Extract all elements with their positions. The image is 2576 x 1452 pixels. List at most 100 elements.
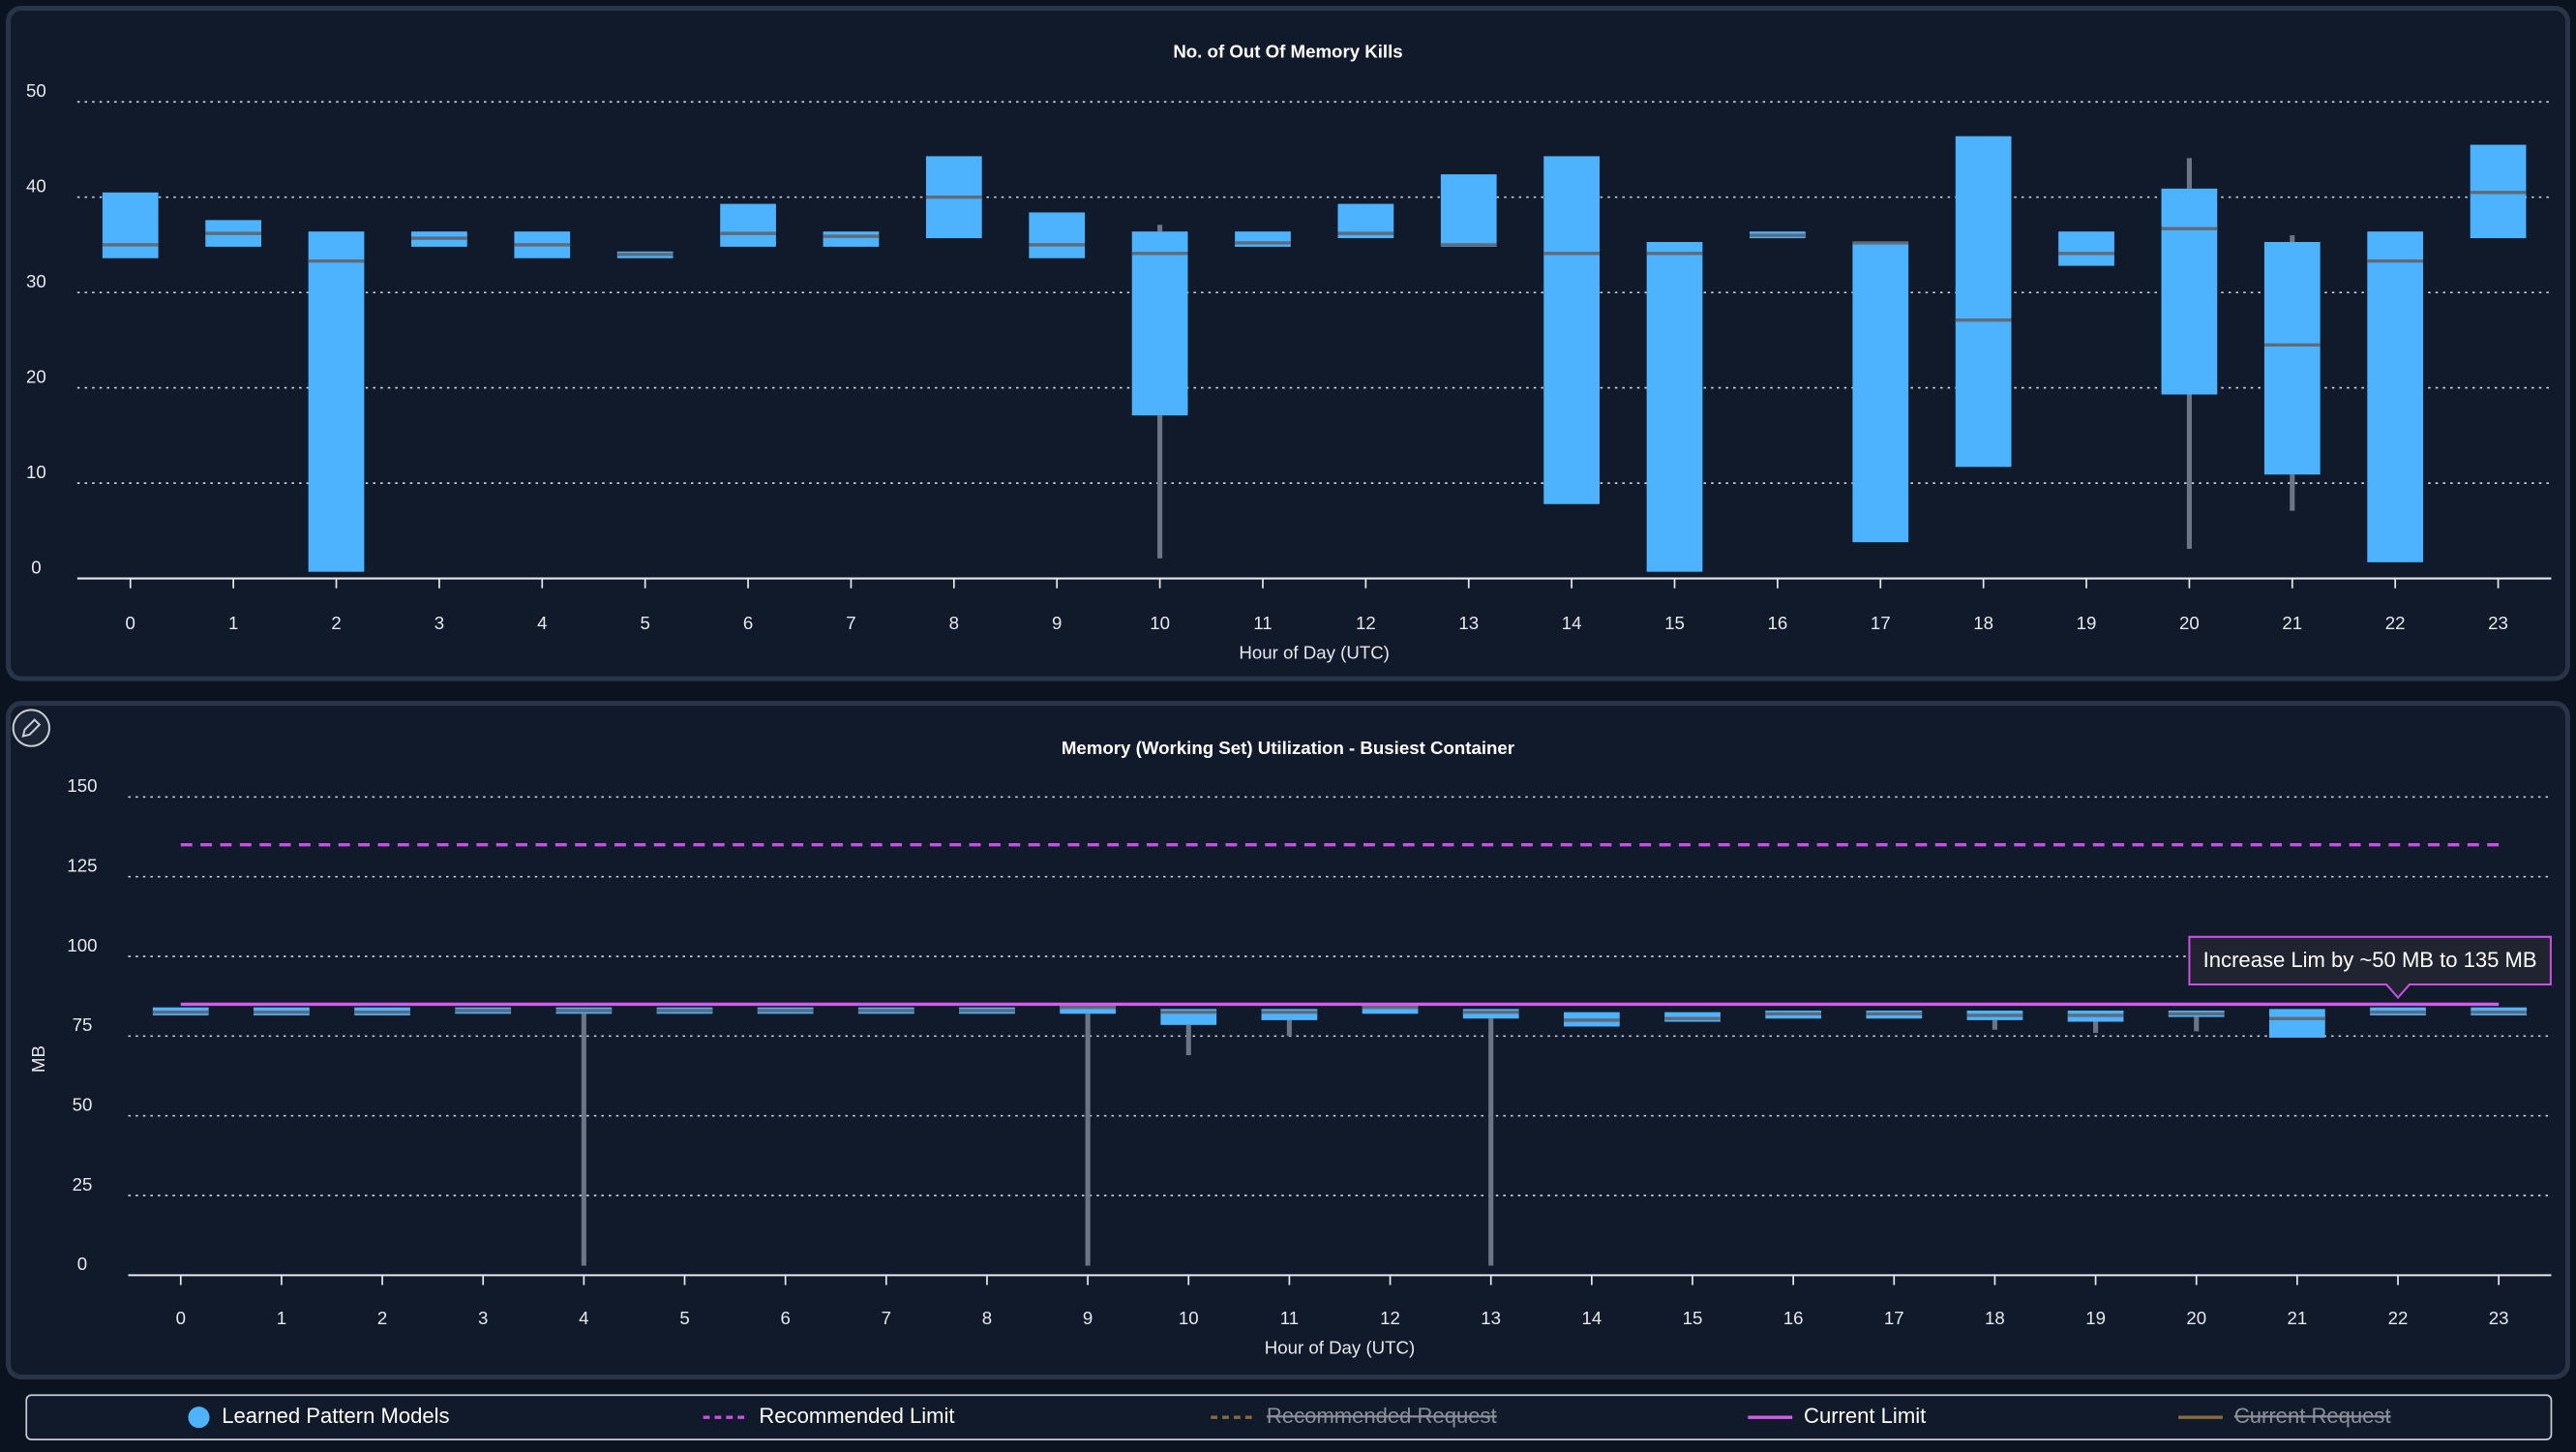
- box: [2067, 1010, 2124, 1034]
- box: [2269, 1009, 2325, 1038]
- box: [1955, 136, 2012, 468]
- box: [1337, 203, 1394, 239]
- x-tick-label: 16: [1783, 1308, 1804, 1328]
- x-tick-label: 6: [780, 1308, 790, 1328]
- box-body: [2058, 231, 2114, 266]
- box-body: [308, 231, 365, 572]
- y-tick-label: 40: [26, 175, 46, 196]
- y-axis-title: MB: [28, 1045, 48, 1073]
- x-tick-label: 11: [1280, 1308, 1299, 1328]
- box: [1261, 1009, 1318, 1037]
- tooltip-box: [2188, 935, 2552, 1000]
- legend-label: Current Limit: [1804, 1404, 1926, 1428]
- x-tick-label: 10: [1150, 613, 1170, 633]
- box: [1131, 225, 1188, 559]
- legend-item[interactable]: Learned Pattern Models: [188, 1404, 450, 1429]
- box: [254, 1007, 310, 1015]
- box: [1235, 231, 1291, 247]
- box: [205, 220, 261, 247]
- box: [1440, 174, 1497, 247]
- legend-label: Recommended Request: [1267, 1404, 1497, 1428]
- box-body: [1131, 231, 1188, 416]
- box: [857, 1007, 914, 1014]
- x-tick-label: 3: [478, 1308, 488, 1328]
- chart-title: Memory (Working Set) Utilization - Busie…: [1062, 738, 1514, 758]
- legend-label: Learned Pattern Models: [222, 1404, 449, 1428]
- y-tick-label: 10: [26, 462, 46, 482]
- x-tick-label: 15: [1664, 613, 1685, 633]
- edit-button[interactable]: [12, 709, 51, 747]
- box: [1160, 1009, 1217, 1056]
- tooltip-text: Increase Lim by ~50 MB to 135 MB: [2203, 948, 2537, 972]
- legend-item[interactable]: Current Limit: [1748, 1404, 1926, 1428]
- x-tick-label: 5: [640, 613, 649, 633]
- box: [2058, 231, 2114, 266]
- x-tick-label: 15: [1683, 1308, 1703, 1328]
- box: [2168, 1010, 2225, 1032]
- box-body: [102, 192, 159, 258]
- x-axis-title: Hour of Day (UTC): [1239, 643, 1390, 663]
- x-tick-label: 4: [537, 613, 547, 633]
- x-tick-label: 14: [1562, 613, 1582, 633]
- box-body: [1646, 241, 1703, 572]
- legend-item[interactable]: Recommended Limit: [703, 1404, 955, 1428]
- box: [1563, 1012, 1620, 1027]
- box: [1866, 1010, 1923, 1019]
- x-tick-label: 2: [377, 1308, 387, 1328]
- tooltip: Increase Lim by ~50 MB to 135 MB: [2188, 935, 2552, 1000]
- x-tick-label: 17: [1884, 1308, 1904, 1328]
- box: [152, 1007, 209, 1015]
- x-tick-label: 8: [982, 1308, 992, 1328]
- box-body: [823, 231, 880, 247]
- y-tick-label: 0: [77, 1254, 87, 1274]
- x-tick-label: 13: [1481, 1308, 1501, 1328]
- x-tick-label: 18: [1985, 1308, 2005, 1328]
- y-tick-label: 50: [26, 80, 46, 101]
- box: [2470, 144, 2527, 239]
- x-tick-label: 20: [2186, 1308, 2206, 1328]
- y-tick-label: 75: [73, 1014, 93, 1035]
- x-tick-label: 0: [176, 1308, 186, 1328]
- edit-icon[interactable]: [12, 709, 51, 747]
- x-tick-label: 12: [1356, 613, 1376, 633]
- y-tick-label: 20: [26, 366, 46, 386]
- legend-item[interactable]: Recommended Request: [1211, 1404, 1497, 1428]
- box-body: [1261, 1009, 1318, 1020]
- box: [757, 1007, 814, 1014]
- x-tick-label: 1: [277, 1308, 286, 1328]
- box-body: [2269, 1009, 2325, 1038]
- x-tick-label: 13: [1458, 613, 1479, 633]
- box-body: [1852, 241, 1909, 543]
- x-tick-label: 12: [1380, 1308, 1400, 1328]
- x-tick-label: 2: [331, 613, 341, 633]
- box: [2161, 158, 2218, 550]
- box: [925, 156, 982, 239]
- box: [308, 231, 365, 572]
- box: [354, 1007, 410, 1015]
- x-tick-label: 1: [228, 613, 238, 633]
- box: [616, 251, 674, 258]
- x-tick-label: 18: [1973, 613, 1993, 633]
- box: [1543, 156, 1600, 504]
- x-tick-label: 3: [434, 613, 444, 633]
- x-tick-label: 14: [1581, 1308, 1602, 1328]
- y-tick-label: 25: [73, 1174, 93, 1195]
- x-tick-label: 19: [2077, 613, 2097, 633]
- x-tick-label: 10: [1179, 1308, 1199, 1328]
- x-tick-label: 0: [126, 613, 135, 633]
- legend-label: Current Request: [2234, 1404, 2391, 1428]
- box: [1966, 1010, 2023, 1030]
- box: [823, 231, 880, 247]
- chart-title: No. of Out Of Memory Kills: [1173, 41, 1402, 61]
- x-tick-label: 21: [2287, 1308, 2307, 1328]
- box: [959, 1007, 1015, 1014]
- legend-item[interactable]: Current Request: [2178, 1404, 2391, 1428]
- box-body: [720, 203, 776, 247]
- y-tick-label: 150: [67, 775, 97, 796]
- panel: [6, 701, 2570, 1380]
- x-tick-label: 6: [743, 613, 753, 633]
- y-tick-label: 100: [67, 935, 97, 955]
- x-tick-label: 20: [2179, 613, 2200, 633]
- x-tick-label: 23: [2489, 1308, 2509, 1328]
